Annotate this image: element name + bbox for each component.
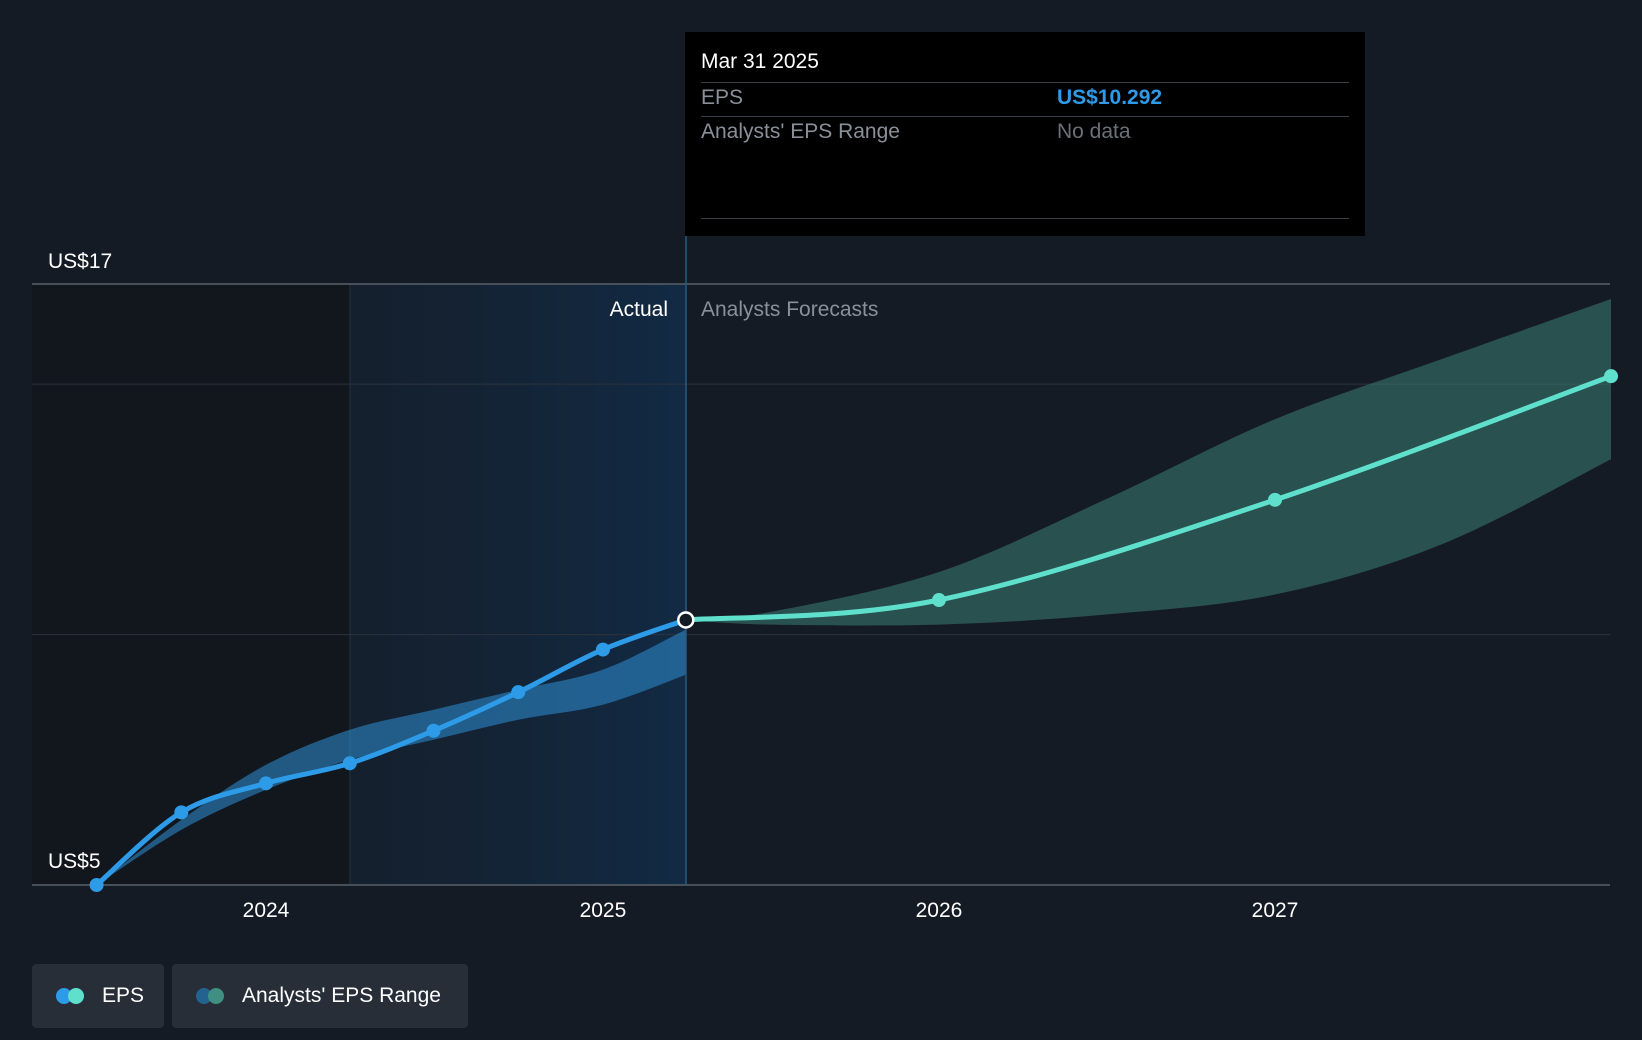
eps-range-legend-icon bbox=[196, 988, 226, 1004]
legend-item-eps[interactable]: EPS bbox=[32, 964, 164, 1028]
x-tick-label: 2026 bbox=[916, 899, 963, 922]
forecast-label: Analysts Forecasts bbox=[701, 298, 878, 321]
highlighted-eps-point bbox=[677, 611, 695, 629]
tooltip-date: Mar 31 2025 bbox=[701, 50, 819, 73]
legend-item-eps-range[interactable]: Analysts' EPS Range bbox=[172, 964, 468, 1028]
tooltip-range-value: No data bbox=[1057, 120, 1131, 143]
x-axis-ticks: 2024 2025 2026 2027 bbox=[243, 899, 1299, 922]
legend-dot bbox=[208, 988, 224, 1004]
forecast-eps-point bbox=[1604, 369, 1619, 384]
actual-eps-point bbox=[426, 723, 441, 738]
tooltip-eps-label: EPS bbox=[701, 86, 744, 109]
x-tick-label: 2027 bbox=[1252, 899, 1299, 922]
x-tick-label: 2024 bbox=[243, 899, 290, 922]
tooltip: Mar 31 2025 EPS US$10.292 Analysts' EPS … bbox=[685, 32, 1365, 236]
legend-dot bbox=[68, 988, 84, 1004]
tooltip-eps-value: US$10.292 bbox=[1057, 86, 1163, 109]
actual-label: Actual bbox=[610, 298, 668, 321]
tooltip-divider bbox=[701, 116, 1349, 117]
tooltip-range-label: Analysts' EPS Range bbox=[701, 120, 900, 143]
tooltip-divider bbox=[701, 218, 1349, 219]
actual-range-band bbox=[96, 629, 686, 885]
eps-points bbox=[89, 369, 1619, 892]
past-background bbox=[32, 284, 350, 885]
actual-eps-point bbox=[89, 878, 104, 892]
x-tick-label: 2025 bbox=[580, 899, 627, 922]
actual-eps-point bbox=[259, 776, 273, 791]
y-axis-top-label: US$17 bbox=[48, 250, 112, 273]
gridlines bbox=[32, 283, 1610, 886]
legend-label-eps-range: Analysts' EPS Range bbox=[242, 984, 441, 1007]
actual-eps-point bbox=[342, 756, 357, 771]
actual-eps-point bbox=[174, 805, 189, 820]
actual-period-shading bbox=[350, 284, 686, 885]
tooltip-divider bbox=[701, 82, 1349, 83]
forecast-eps-point bbox=[931, 593, 946, 608]
forecast-range-band bbox=[685, 299, 1611, 626]
range-bands bbox=[96, 299, 1611, 885]
eps-legend-icon bbox=[56, 988, 86, 1004]
legend-label-eps: EPS bbox=[102, 984, 145, 1007]
forecast-eps-line bbox=[683, 373, 1614, 623]
actual-eps-point bbox=[511, 685, 526, 700]
y-axis-bottom-label: US$5 bbox=[48, 850, 101, 873]
actual-eps-point bbox=[595, 642, 610, 657]
forecast-eps-point bbox=[1268, 492, 1282, 507]
